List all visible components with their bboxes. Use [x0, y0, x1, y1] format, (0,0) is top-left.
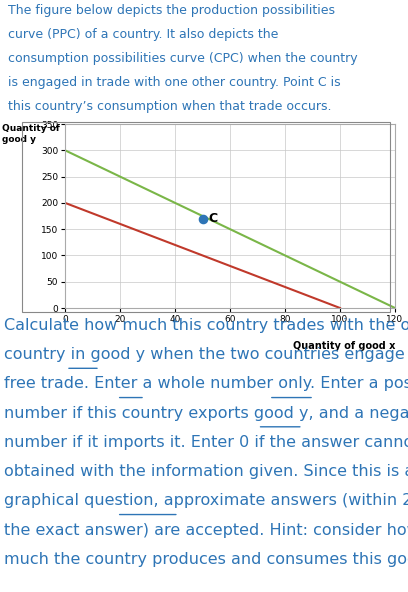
Text: obtained with the information given. Since this is a: obtained with the information given. Sin…: [4, 464, 408, 480]
Text: C: C: [208, 212, 217, 225]
Text: number if it imports it. Enter 0 if the answer cannot be: number if it imports it. Enter 0 if the …: [4, 435, 408, 450]
Text: curve (PPC) of a country. It also depicts the: curve (PPC) of a country. It also depict…: [8, 28, 279, 41]
Text: Quantity of good x: Quantity of good x: [293, 341, 395, 351]
Text: the exact answer) are accepted. Hint: consider how: the exact answer) are accepted. Hint: co…: [4, 523, 408, 538]
Text: is engaged in trade with one other country. Point C is: is engaged in trade with one other count…: [8, 76, 341, 89]
Text: country in good y when the two countries engage in: country in good y when the two countries…: [4, 348, 408, 362]
Text: consumption possibilities curve (CPC) when the country: consumption possibilities curve (CPC) wh…: [8, 52, 358, 65]
Text: The figure below depicts the production possibilities: The figure below depicts the production …: [8, 4, 335, 17]
Text: free trade. Enter a whole number only. Enter a positive: free trade. Enter a whole number only. E…: [4, 377, 408, 391]
Text: much the country produces and consumes this good.: much the country produces and consumes t…: [4, 552, 408, 567]
Text: Calculate how much this country trades with the other: Calculate how much this country trades w…: [4, 318, 408, 333]
Text: number if this country exports good y, and a negative: number if this country exports good y, a…: [4, 406, 408, 421]
Text: Quantity of
good y: Quantity of good y: [2, 124, 60, 144]
Text: this country’s consumption when that trade occurs.: this country’s consumption when that tra…: [8, 100, 332, 113]
Text: graphical question, approximate answers (within 20 of: graphical question, approximate answers …: [4, 494, 408, 509]
Point: [199, 214, 206, 223]
